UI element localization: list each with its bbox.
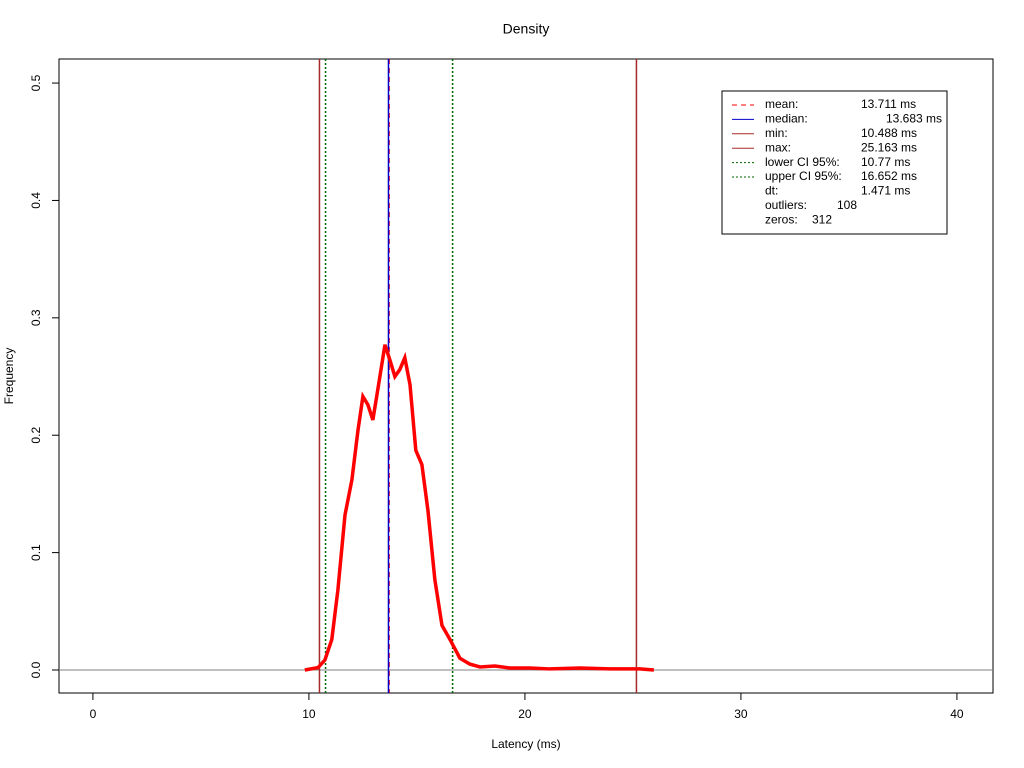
y-tick-label: 0.3: [29, 309, 43, 326]
legend-name: zeros:: [765, 212, 798, 226]
x-tick-label: 20: [518, 707, 532, 721]
y-tick-label: 0.2: [29, 427, 43, 444]
legend-name: min:: [765, 126, 788, 140]
density-curve: [304, 344, 655, 672]
legend-name: max:: [765, 140, 791, 154]
legend-name: median:: [765, 112, 808, 126]
legend-value: 13.683 ms: [886, 112, 942, 126]
legend-name: outliers:: [765, 198, 807, 212]
legend-name: lower CI 95%:: [765, 155, 840, 169]
legend-name: upper CI 95%:: [765, 169, 842, 183]
y-axis-label: Frequency: [2, 348, 16, 405]
y-tick-label: 0.0: [29, 661, 43, 678]
legend-value: 16.652 ms: [861, 169, 917, 183]
y-tick-label: 0.1: [29, 544, 43, 561]
legend-value: 1.471 ms: [861, 184, 910, 198]
plot-frame: [58, 58, 994, 694]
legend-name: mean:: [765, 97, 798, 111]
legend-value: 108: [837, 198, 857, 212]
x-tick-label: 10: [302, 707, 316, 721]
x-axis-label: Latency (ms): [491, 737, 560, 751]
y-tick-label: 0.5: [29, 74, 43, 91]
y-tick-label: 0.4: [29, 192, 43, 209]
chart-title: Density: [503, 21, 550, 37]
x-tick-label: 40: [950, 707, 964, 721]
x-tick-label: 30: [734, 707, 748, 721]
legend-value: 10.77 ms: [861, 155, 910, 169]
legend-name: dt:: [765, 184, 778, 198]
legend-value: 25.163 ms: [861, 140, 917, 154]
legend-value: 13.711 ms: [861, 97, 916, 111]
legend-value: 10.488 ms: [861, 126, 917, 140]
legend-value: 312: [812, 212, 832, 226]
legend-box: [721, 90, 948, 235]
x-tick-label: 0: [90, 707, 97, 721]
